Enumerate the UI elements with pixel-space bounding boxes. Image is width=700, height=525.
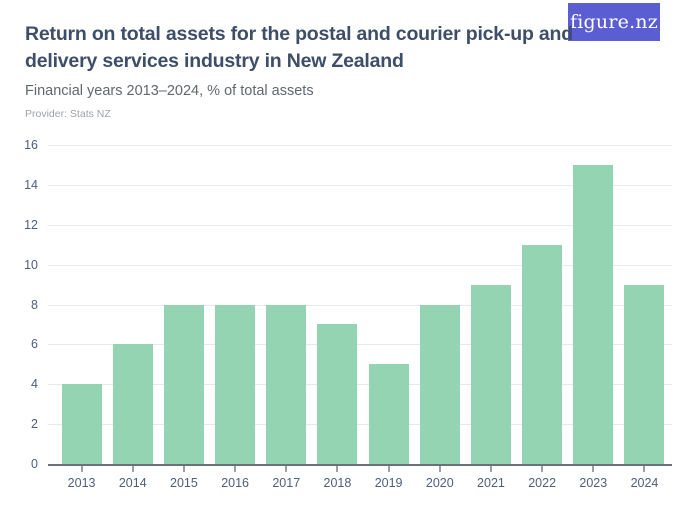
x-tick-label-2022: 2022 bbox=[528, 476, 557, 490]
bar-slot-2020 bbox=[414, 145, 465, 464]
provider-attribution: Provider: Stats NZ bbox=[25, 108, 111, 120]
bar-slot-2017 bbox=[261, 145, 312, 464]
bar-slot-2018 bbox=[312, 145, 363, 464]
x-tick-2019 bbox=[387, 466, 390, 472]
x-tick-label-2017: 2017 bbox=[272, 476, 301, 490]
x-axis-labels: 2013 2014 2015 2016 2017 2018 2019 2020 2021 2022… bbox=[48, 474, 672, 492]
x-tick-slot-2021 bbox=[465, 466, 516, 472]
bar-slot-2015 bbox=[158, 145, 209, 464]
y-tick-label-10: 10 bbox=[24, 257, 38, 272]
gridline-6 bbox=[48, 344, 672, 346]
bar-2014[interactable] bbox=[112, 344, 153, 464]
y-tick-label-8: 8 bbox=[31, 297, 38, 312]
x-tick-2021 bbox=[489, 466, 492, 472]
bar-slot-2024 bbox=[619, 145, 670, 464]
x-tick-slot-2016 bbox=[210, 466, 261, 472]
bar-2013[interactable] bbox=[61, 384, 102, 464]
x-tick-2015 bbox=[182, 466, 185, 472]
gridline-10 bbox=[48, 264, 672, 266]
x-tick-slot-2018 bbox=[312, 466, 363, 472]
x-tick-2022 bbox=[541, 466, 544, 472]
x-tick-slot-2015 bbox=[158, 466, 209, 472]
x-ticks bbox=[48, 466, 672, 472]
y-tick-label-12: 12 bbox=[24, 217, 38, 232]
bar-2018[interactable] bbox=[317, 324, 358, 464]
x-tick-2017 bbox=[285, 466, 288, 472]
bars bbox=[48, 145, 672, 464]
gridline-2 bbox=[48, 424, 672, 426]
plot-area bbox=[48, 145, 672, 466]
x-tick-slot-2022 bbox=[517, 466, 568, 472]
x-tick-2013 bbox=[80, 466, 83, 472]
gridlines bbox=[48, 145, 672, 464]
bar-slot-2014 bbox=[107, 145, 158, 464]
y-tick-label-4: 4 bbox=[31, 377, 38, 392]
bar-slot-2021 bbox=[465, 145, 516, 464]
x-tick-2023 bbox=[592, 466, 595, 472]
x-tick-slot-2020 bbox=[414, 466, 465, 472]
bar-2017[interactable] bbox=[266, 304, 307, 464]
y-tick-label-16: 16 bbox=[24, 138, 38, 152]
x-tick-2024 bbox=[643, 466, 646, 472]
chart-title-line2: delivery services industry in New Zealan… bbox=[25, 50, 404, 72]
bar-slot-2019 bbox=[363, 145, 414, 464]
bar-slot-2013 bbox=[56, 145, 107, 464]
x-tick-slot-2014 bbox=[107, 466, 158, 472]
figurenz-logo[interactable]: figure.nz bbox=[568, 3, 660, 41]
gridline-14 bbox=[48, 184, 672, 186]
logo-text: figure.nz bbox=[570, 11, 658, 33]
gridline-4 bbox=[48, 384, 672, 386]
bar-slot-2016 bbox=[210, 145, 261, 464]
x-tick-2018 bbox=[336, 466, 339, 472]
x-tick-label-2015: 2015 bbox=[170, 476, 198, 490]
x-tick-slot-2024 bbox=[619, 466, 670, 472]
x-tick-slot-2013 bbox=[56, 466, 107, 472]
x-tick-label-2016: 2016 bbox=[221, 476, 249, 490]
x-tick-slot-2019 bbox=[363, 466, 414, 472]
x-tick-slot-2023 bbox=[568, 466, 619, 472]
x-tick-label-2013: 2013 bbox=[67, 476, 96, 490]
y-tick-label-0: 0 bbox=[31, 457, 38, 471]
y-axis-labels: 0 2 4 6 8 10 12 14 16 bbox=[0, 138, 38, 471]
gridline-8 bbox=[48, 304, 672, 306]
x-tick-label-2021: 2021 bbox=[477, 476, 505, 490]
x-tick-label-2018: 2018 bbox=[323, 476, 352, 490]
chart-title: Return on total assets for the postal an… bbox=[25, 21, 585, 75]
y-tick-label-2: 2 bbox=[31, 417, 38, 432]
gridline-16 bbox=[48, 145, 672, 146]
bar-2021[interactable] bbox=[470, 284, 511, 464]
x-tick-label-2023: 2023 bbox=[579, 476, 608, 490]
x-tick-2016 bbox=[234, 466, 237, 472]
bar-2016[interactable] bbox=[215, 304, 256, 464]
chart-subtitle: Financial years 2013–2024, % of total as… bbox=[25, 83, 314, 99]
x-tick-label-2019: 2019 bbox=[374, 476, 403, 490]
bar-2022[interactable] bbox=[522, 244, 563, 464]
chart-title-line1: Return on total assets for the postal an… bbox=[25, 23, 573, 45]
x-tick-slot-2017 bbox=[261, 466, 312, 472]
x-tick-label-2020: 2020 bbox=[425, 476, 454, 490]
y-tick-label-6: 6 bbox=[31, 337, 38, 352]
x-tick-2014 bbox=[131, 466, 134, 472]
gridline-12 bbox=[48, 224, 672, 226]
x-tick-2020 bbox=[438, 466, 441, 472]
bar-2019[interactable] bbox=[368, 364, 409, 464]
x-tick-label-2014: 2014 bbox=[118, 476, 147, 490]
x-tick-label-2024: 2024 bbox=[630, 476, 659, 490]
bar-2020[interactable] bbox=[419, 304, 460, 464]
y-tick-label-14: 14 bbox=[24, 177, 38, 192]
bar-2024[interactable] bbox=[624, 284, 665, 464]
bar-slot-2023 bbox=[568, 145, 619, 464]
bar-2023[interactable] bbox=[573, 164, 614, 464]
bar-slot-2022 bbox=[517, 145, 568, 464]
bar-2015[interactable] bbox=[163, 304, 204, 464]
